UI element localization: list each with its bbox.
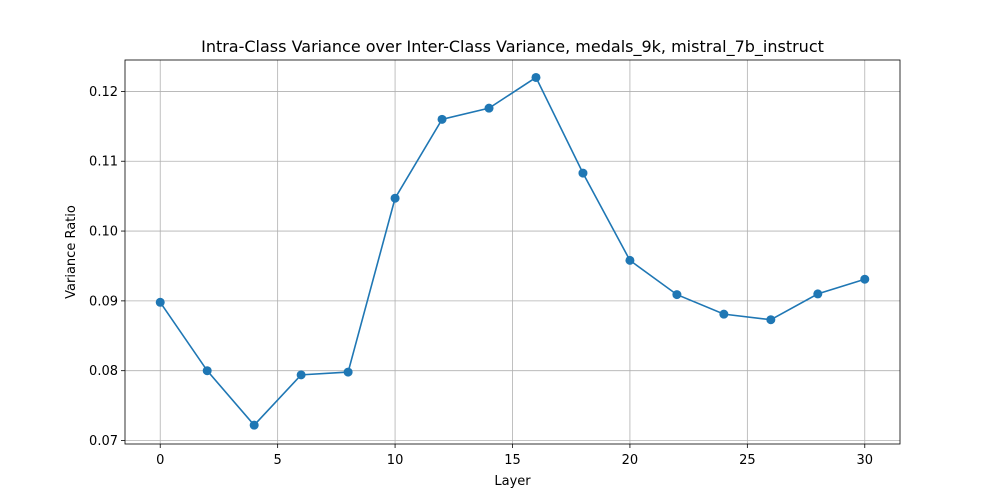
grid bbox=[125, 60, 900, 444]
y-tick-label: 0.12 bbox=[89, 85, 118, 100]
data-point bbox=[390, 193, 400, 203]
x-tick-label: 10 bbox=[387, 453, 404, 468]
y-tick-label: 0.09 bbox=[89, 294, 118, 309]
data-point bbox=[437, 114, 447, 124]
y-tick-label: 0.10 bbox=[89, 225, 118, 240]
x-axis-title: Layer bbox=[494, 474, 531, 489]
y-tick-label: 0.07 bbox=[89, 434, 118, 449]
x-tick-label: 5 bbox=[274, 453, 282, 468]
data-point bbox=[719, 309, 729, 319]
x-tick-label: 25 bbox=[739, 453, 756, 468]
data-point bbox=[813, 289, 823, 299]
data-point bbox=[155, 297, 165, 307]
data-point bbox=[625, 255, 635, 265]
x-tick-label: 0 bbox=[156, 453, 164, 468]
data-point bbox=[578, 168, 588, 178]
data-point bbox=[343, 367, 353, 377]
y-tick-label: 0.11 bbox=[89, 155, 118, 170]
data-point bbox=[296, 370, 306, 380]
y-tick-label: 0.08 bbox=[89, 364, 118, 379]
series-line bbox=[159, 76, 866, 427]
y-axis-title: Variance Ratio bbox=[64, 205, 79, 299]
chart-title: Intra-Class Variance over Inter-Class Va… bbox=[201, 37, 824, 57]
x-tick-label: 30 bbox=[856, 453, 873, 468]
data-point bbox=[484, 103, 494, 113]
data-point bbox=[766, 315, 776, 325]
x-tick-label: 20 bbox=[622, 453, 639, 468]
data-point bbox=[672, 290, 682, 300]
x-tick-label: 15 bbox=[504, 453, 521, 468]
data-point bbox=[860, 274, 870, 284]
data-point bbox=[202, 366, 212, 376]
data-point bbox=[249, 420, 259, 430]
ticks: 0 5 10 15 20 25 30 0.07 0.08 0.09 0.10 0.11 0.12 bbox=[89, 85, 873, 468]
series-layer bbox=[155, 72, 870, 430]
data-point bbox=[531, 72, 541, 82]
